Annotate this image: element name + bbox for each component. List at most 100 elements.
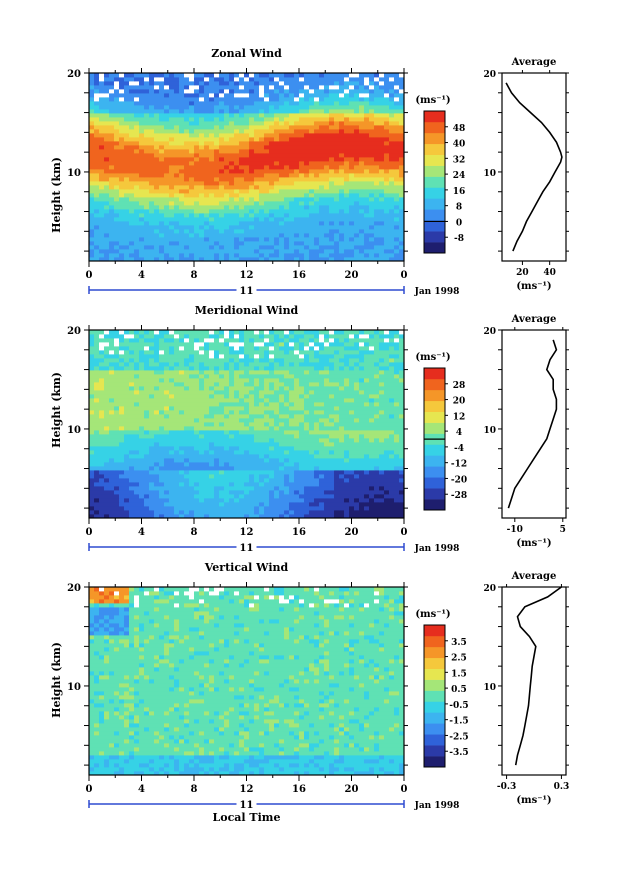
- zonal-cell: [374, 117, 380, 122]
- zonal-cell: [399, 233, 405, 238]
- zonal-cell: [149, 105, 155, 110]
- zonal-cell: [379, 185, 385, 190]
- meridional-cell: [359, 466, 365, 471]
- zonal-cell: [294, 165, 300, 170]
- zonal-cell: [169, 185, 175, 190]
- meridional-cell: [149, 426, 155, 431]
- meridional-cell: [184, 450, 190, 455]
- zonal-cell: [159, 101, 165, 106]
- zonal-cell: [229, 245, 235, 250]
- zonal-cell: [99, 101, 105, 106]
- zonal-cell: [159, 245, 165, 250]
- meridional-cell: [99, 482, 105, 487]
- zonal-cell: [304, 205, 310, 210]
- meridional-cell: [124, 506, 130, 511]
- meridional-cell: [139, 422, 145, 427]
- meridional-cell: [214, 446, 220, 451]
- meridional-cell: [144, 430, 150, 435]
- zonal-cell: [159, 129, 165, 134]
- zonal-cell: [194, 169, 200, 174]
- zonal-cell: [114, 249, 120, 254]
- meridional-cell: [89, 434, 95, 439]
- zonal-cell: [379, 225, 385, 230]
- zonal-cell: [214, 77, 220, 82]
- meridional-cell: [144, 514, 150, 519]
- meridional-cell: [224, 462, 230, 467]
- zonal-cell: [94, 197, 100, 202]
- meridional-cell: [124, 414, 130, 419]
- zonal-cell: [374, 217, 380, 222]
- zonal-cell: [394, 85, 400, 90]
- zonal-cell: [184, 213, 190, 218]
- zonal-cell: [109, 173, 115, 178]
- meridional-cell: [219, 406, 225, 411]
- zonal-cell: [354, 217, 360, 222]
- zonal-cell: [364, 109, 370, 114]
- zonal-cell: [394, 105, 400, 110]
- zonal-cell: [104, 93, 110, 98]
- y-tick-label: 20: [67, 69, 81, 80]
- zonal-cell: [229, 193, 235, 198]
- zonal-cell: [249, 141, 255, 146]
- zonal-cell: [289, 241, 295, 246]
- zonal-cell: [239, 153, 245, 158]
- meridional-cell: [284, 474, 290, 479]
- meridional-cell: [284, 446, 290, 451]
- meridional-cell: [99, 446, 105, 451]
- meridional-cell: [304, 490, 310, 495]
- meridional-cell: [309, 418, 315, 423]
- meridional-cell: [374, 510, 380, 515]
- meridional-cell: [354, 426, 360, 431]
- zonal-cell: [304, 133, 310, 138]
- meridional-cell: [264, 470, 270, 475]
- zonal-cell: [99, 193, 105, 198]
- meridional-cell: [294, 466, 300, 471]
- zonal-cell: [369, 121, 375, 126]
- zonal-cell: [234, 73, 240, 78]
- meridional-cell: [99, 470, 105, 475]
- zonal-cell: [204, 77, 210, 82]
- meridional-cell: [119, 490, 125, 495]
- zonal-cell: [189, 89, 195, 94]
- zonal-cell: [394, 109, 400, 114]
- zonal-cell: [264, 189, 270, 194]
- zonal-cell: [214, 93, 220, 98]
- meridional-cell: [354, 442, 360, 447]
- zonal-cell: [289, 149, 295, 154]
- zonal-cell: [114, 117, 120, 122]
- zonal-cell: [184, 137, 190, 142]
- meridional-cell: [249, 478, 255, 483]
- meridional-cell: [339, 490, 345, 495]
- zonal-cell: [94, 137, 100, 142]
- meridional-cell: [164, 438, 170, 443]
- zonal-cell: [219, 257, 225, 262]
- zonal-cell: [374, 153, 380, 158]
- meridional-cell: [189, 486, 195, 491]
- zonal-cell: [149, 101, 155, 106]
- zonal-cell: [379, 161, 385, 166]
- zonal-cell: [179, 81, 185, 86]
- zonal-cell: [279, 217, 285, 222]
- zonal-cell: [174, 225, 180, 230]
- zonal-cell: [134, 113, 140, 118]
- zonal-cell: [89, 177, 95, 182]
- zonal-cell: [364, 201, 370, 206]
- zonal-cell: [384, 213, 390, 218]
- zonal-cell: [399, 149, 405, 154]
- zonal-cell: [234, 217, 240, 222]
- zonal-cell: [214, 85, 220, 90]
- meridional-cell: [344, 418, 350, 423]
- meridional-cell: [199, 414, 205, 419]
- meridional-cell: [119, 454, 125, 459]
- meridional-cell: [329, 446, 335, 451]
- meridional-cell: [164, 450, 170, 455]
- meridional-cell: [399, 430, 405, 435]
- zonal-cell: [224, 233, 230, 238]
- zonal-cell: [304, 221, 310, 226]
- zonal-cell: [154, 109, 160, 114]
- zonal-cell: [334, 141, 340, 146]
- zonal-cell: [109, 81, 115, 86]
- zonal-cell: [114, 197, 120, 202]
- zonal-cell: [174, 205, 180, 210]
- zonal-cell: [324, 125, 330, 130]
